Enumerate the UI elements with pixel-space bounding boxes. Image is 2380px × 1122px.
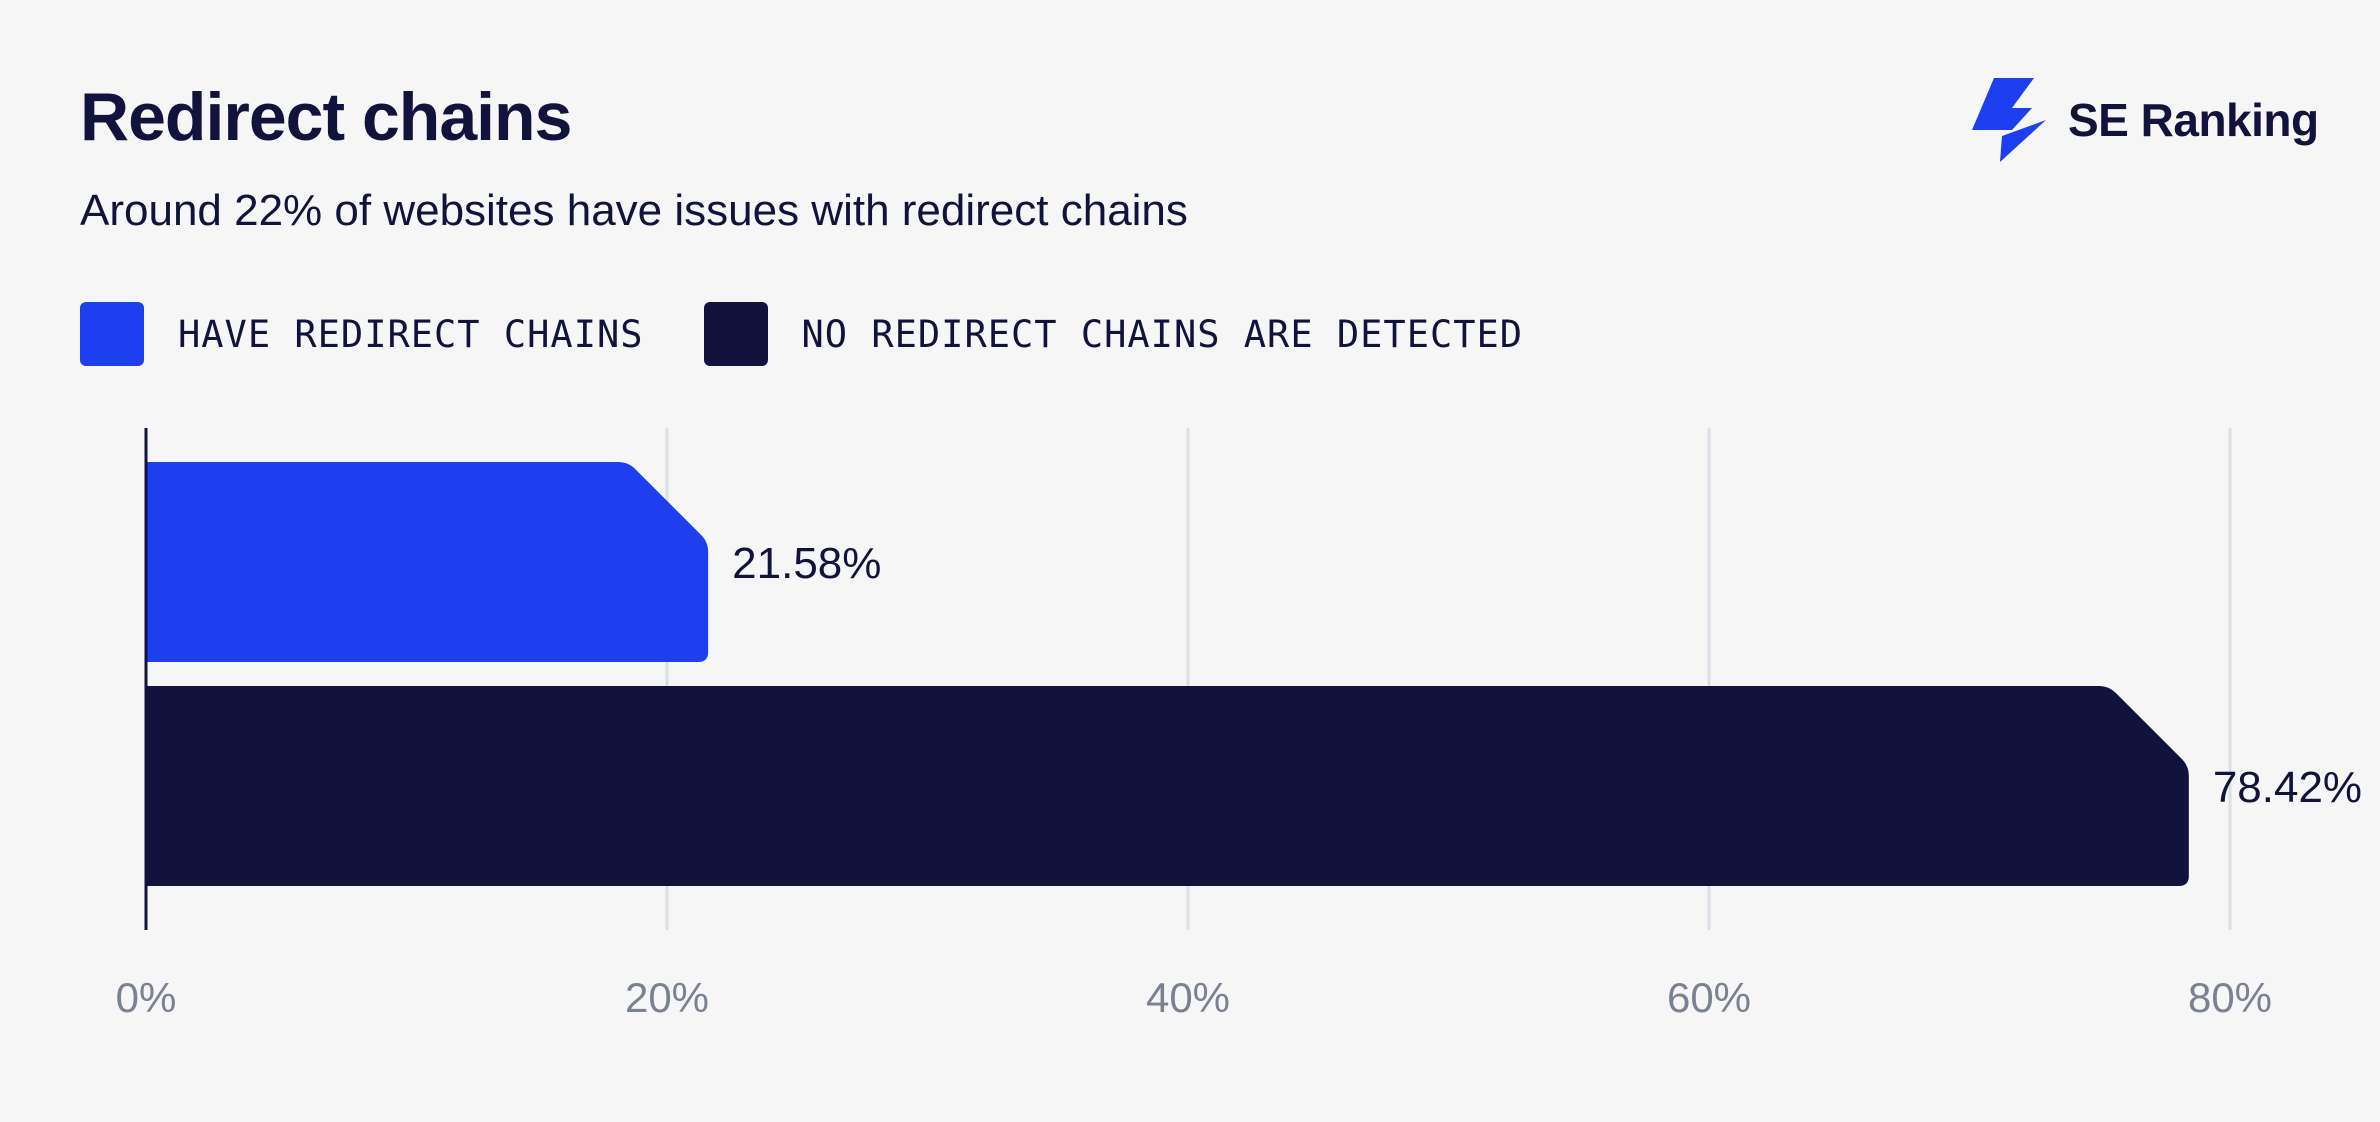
- x-tick-label: 80%: [2188, 974, 2272, 1021]
- labels: 0% 20% 40% 60% 80% 21.58% 78.42%: [116, 539, 2362, 1021]
- bars: [146, 462, 2189, 886]
- brand-name: SE Ranking: [2068, 94, 2319, 146]
- bar-have-redirect-chains: [146, 462, 709, 662]
- bar-value-label: 78.42%: [2213, 763, 2362, 812]
- se-ranking-logo-icon: [1972, 78, 2046, 162]
- chart-subtitle: Around 22% of websites have issues with …: [80, 186, 1188, 235]
- x-tick-label: 60%: [1667, 974, 1751, 1021]
- bar-value-label: 21.58%: [732, 539, 881, 588]
- x-tick-label: 0%: [116, 974, 177, 1021]
- bar-no-redirect-chains: [146, 686, 2189, 886]
- legend-label: NO REDIRECT CHAINS ARE DETECTED: [801, 312, 1524, 356]
- x-tick-label: 40%: [1146, 974, 1230, 1021]
- legend-item-have-redirect-chains: HAVE REDIRECT CHAINS: [80, 302, 644, 366]
- x-tick-label: 20%: [625, 974, 709, 1021]
- chart-legend: HAVE REDIRECT CHAINS NO REDIRECT CHAINS …: [80, 302, 1583, 366]
- legend-item-no-redirect-chains: NO REDIRECT CHAINS ARE DETECTED: [703, 302, 1524, 366]
- legend-swatch: [80, 302, 144, 366]
- legend-swatch: [703, 302, 768, 366]
- brand-logo: SE Ranking: [1972, 78, 2319, 162]
- chart-title: Redirect chains: [80, 79, 572, 155]
- legend-label: HAVE REDIRECT CHAINS: [178, 312, 644, 356]
